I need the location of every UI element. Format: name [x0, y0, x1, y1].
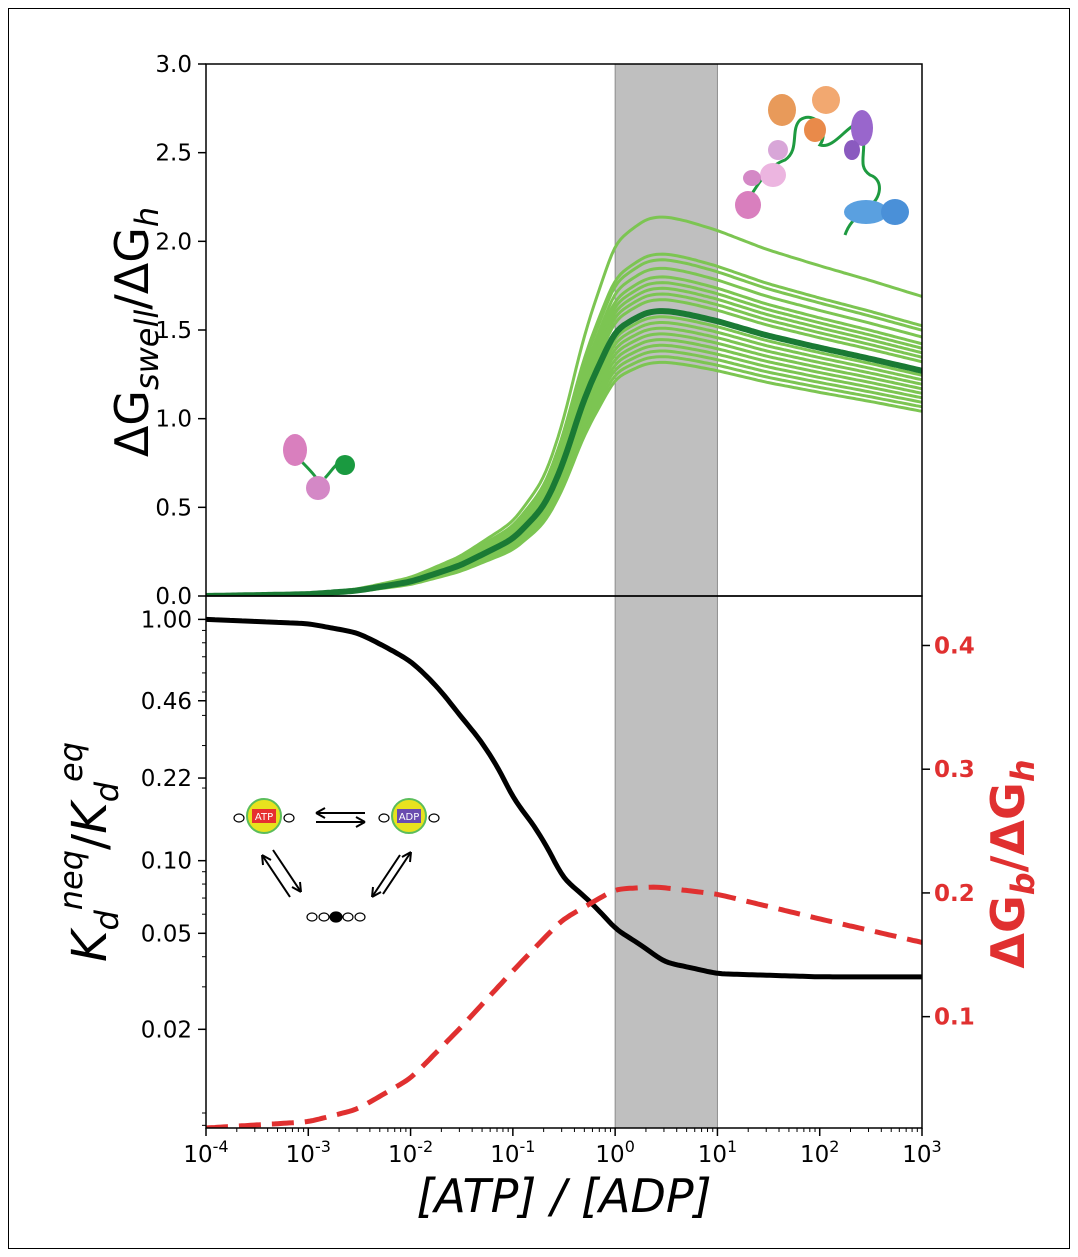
bottom-panel-lines	[206, 616, 922, 1128]
y-tick-label: 0.46	[141, 689, 192, 715]
y2-tick-label: 0.4	[934, 633, 975, 659]
bottom-y-ticks: 1.00 0.46 0.22 0.10 0.05 0.02	[141, 607, 206, 1126]
x-tick-label: 102	[800, 1137, 839, 1168]
top-y-ticks: 0.0 0.5 1.0 1.5 2.0 2.5 3.0	[155, 52, 206, 610]
y2-tick-label: 0.1	[934, 1005, 975, 1031]
y2-tick-label: 0.2	[934, 881, 975, 907]
y-tick-label: 1.5	[155, 318, 192, 344]
top-axes-frame	[205, 63, 923, 597]
bottom-y2-axis-title: ΔGb/ΔGh	[981, 759, 1042, 968]
y-tick-label: 3.0	[155, 52, 192, 78]
x-tick-label: 101	[698, 1137, 737, 1168]
kinetic-scheme-inset: ATP ADP	[233, 798, 440, 923]
mean-line	[206, 308, 922, 596]
bottom-axes-frame	[205, 595, 923, 1129]
bottom-y-axis-title: Kdneq/Kdeq	[52, 742, 126, 962]
y-tick-label: 2.5	[155, 141, 192, 167]
protein-chain-illustration-large	[735, 86, 909, 236]
ensemble-line	[206, 215, 922, 596]
bottom-y2-ticks: 0.1 0.2 0.3 0.4	[922, 633, 975, 1031]
x-tick-label: 10-3	[286, 1137, 331, 1168]
adp-label: ADP	[399, 812, 420, 823]
ensemble-line	[206, 252, 922, 596]
kd-ratio-line	[206, 616, 922, 980]
y-tick-label: 1.0	[155, 407, 192, 433]
y-tick-label: 2.0	[155, 229, 192, 255]
x-ticks: 10-4 10-3 10-2 10-1 100 101 102 103	[183, 1128, 942, 1168]
x-tick-label: 10-2	[388, 1137, 433, 1168]
x-tick-label: 10-1	[490, 1137, 535, 1168]
y-tick-label: 0.02	[141, 1017, 192, 1043]
top-y-axis-title: ΔGswell/ΔGh	[105, 207, 166, 457]
y-tick-label: 1.00	[141, 607, 192, 633]
x-tick-label: 103	[902, 1137, 941, 1168]
x-tick-label: 10-4	[183, 1137, 228, 1168]
shaded-region-bottom	[614, 595, 718, 1129]
x-tick-label: 100	[595, 1137, 634, 1168]
figure-frame	[8, 8, 1070, 1249]
y-tick-label: 0.0	[155, 584, 192, 610]
dg-b-line	[206, 884, 922, 1128]
top-panel-lines	[206, 215, 922, 596]
x-axis-title: [ATP] / [ADP]	[416, 1169, 711, 1223]
y2-tick-label: 0.3	[934, 757, 975, 783]
protein-chain-illustration-small	[283, 434, 355, 500]
y-tick-label: 0.5	[155, 495, 192, 521]
y-tick-label: 0.22	[141, 766, 192, 792]
y-tick-label: 0.10	[141, 849, 192, 875]
y-tick-label: 0.05	[141, 921, 192, 947]
atp-label: ATP	[255, 812, 273, 823]
